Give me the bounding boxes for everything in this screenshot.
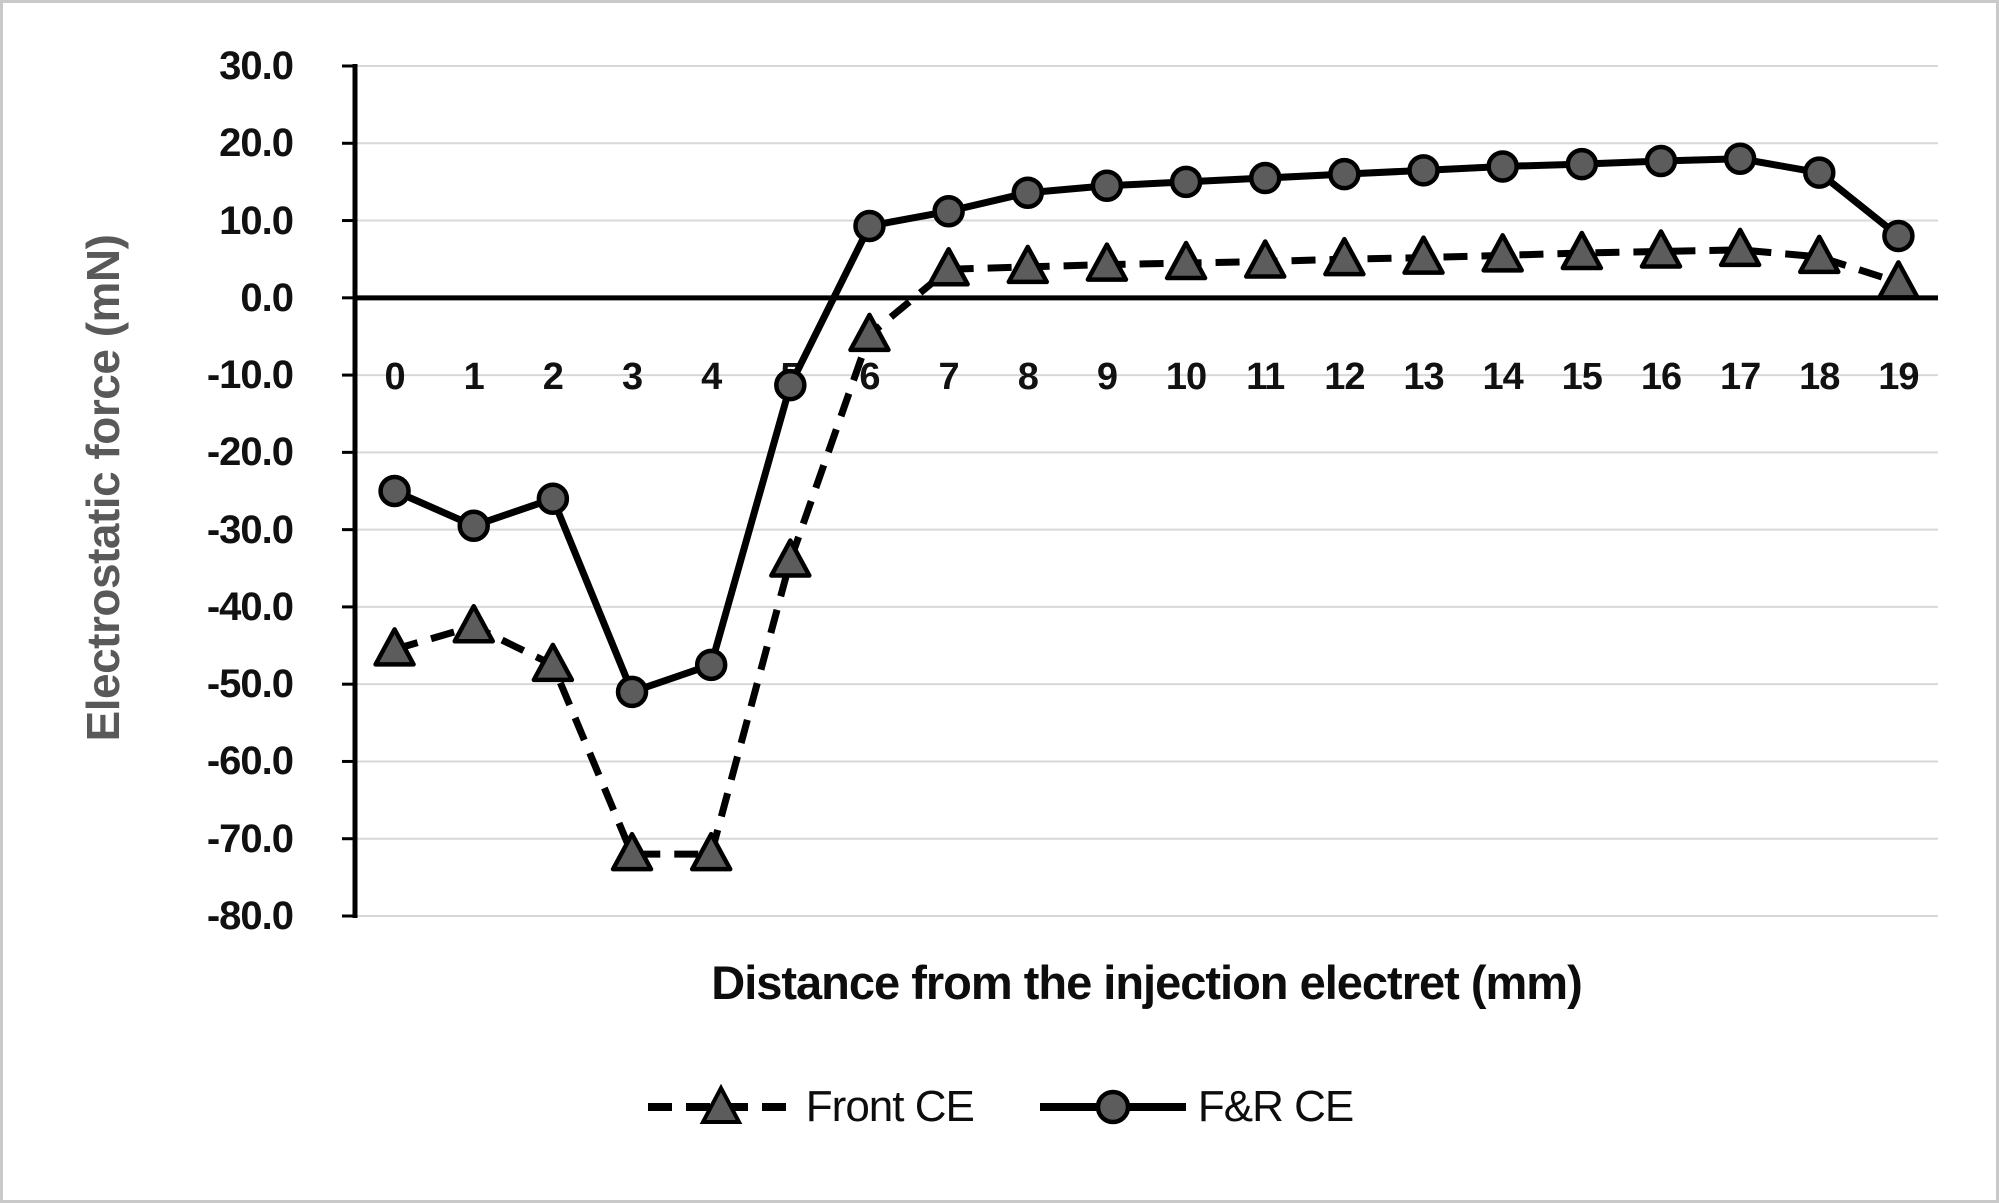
legend-item-fr-ce: F&R CE: [1038, 1081, 1354, 1133]
y-tick-label: 30.0: [219, 44, 294, 88]
marker-circle: [457, 509, 490, 543]
x-tick-label: 14: [1483, 356, 1524, 398]
x-tick-label: 9: [1097, 356, 1117, 398]
marker-triangle: [1243, 239, 1287, 279]
x-tick-label: 16: [1641, 356, 1681, 398]
y-tick-label: 0.0: [240, 275, 294, 320]
x-tick-label: 11: [1246, 356, 1285, 398]
x-axis-title: Distance from the injection electret (mm…: [711, 956, 1582, 1009]
legend-dashed-triangle-icon: [647, 1083, 794, 1124]
legend-label-front-ce: Front CE: [805, 1082, 975, 1131]
marker-triangle: [1560, 230, 1604, 271]
legend-solid-circle-icon: [1039, 1089, 1186, 1125]
marker-circle: [932, 195, 965, 228]
y-tick-label: -40.0: [206, 584, 294, 629]
marker-circle: [536, 482, 570, 515]
x-tick-label: 2: [543, 356, 563, 398]
marker-triangle: [689, 831, 733, 872]
marker-circle: [774, 368, 807, 402]
marker-triangle: [1006, 244, 1050, 285]
marker-triangle: [1323, 236, 1366, 277]
y-tick-label: -10.0: [206, 353, 294, 398]
chart-canvas: 012345678910111213141516171819: [342, 64, 1938, 918]
series-line-front-ce: [393, 246, 1900, 858]
legend-label-fr-ce: F&R CE: [1197, 1082, 1354, 1131]
x-tick-label: 12: [1324, 356, 1364, 398]
marker-circle: [1644, 144, 1678, 178]
y-tick-label: -30.0: [206, 507, 294, 552]
y-tick-label: -60.0: [206, 739, 294, 784]
marker-circle: [1407, 154, 1440, 187]
x-tick-label: 1: [464, 356, 485, 398]
marker-circle: [615, 675, 649, 709]
y-tick-label: -20.0: [206, 430, 294, 475]
y-tick-label: -80.0: [206, 894, 294, 938]
marker-triangle: [1877, 260, 1920, 300]
marker-circle: [1803, 156, 1836, 189]
x-tick-label: 15: [1562, 356, 1603, 398]
legend: Front CE F&R CE: [3, 1081, 1996, 1133]
y-tick-label: 10.0: [219, 198, 294, 243]
x-tick-label: 13: [1403, 356, 1443, 398]
legend-item-front-ce: Front CE: [646, 1081, 975, 1133]
y-tick-label: -50.0: [206, 662, 294, 707]
x-tick-label: 8: [1018, 356, 1038, 398]
marker-circle: [1328, 157, 1361, 191]
marker-triangle: [1402, 235, 1445, 275]
marker-circle: [1723, 142, 1757, 175]
marker-triangle: [1639, 229, 1683, 269]
marker-triangle: [531, 642, 575, 683]
marker-triangle: [848, 312, 891, 353]
marker-circle: [1090, 169, 1124, 203]
x-tick-label: 10: [1166, 356, 1206, 398]
marker-triangle: [610, 831, 654, 872]
marker-triangle: [1085, 242, 1129, 282]
marker-triangle: [1798, 234, 1841, 275]
x-tick-label: 6: [859, 356, 879, 398]
y-axis-title: Electrostatic force (mN): [77, 234, 129, 742]
marker-circle: [378, 474, 411, 508]
marker-circle: [853, 209, 886, 243]
marker-triangle: [452, 603, 495, 644]
marker-triangle: [1164, 240, 1208, 281]
marker-circle: [1486, 150, 1519, 183]
x-tick-label: 4: [701, 356, 722, 398]
series-line-fr-ce: [393, 155, 1901, 696]
marker-circle: [1882, 219, 1915, 253]
marker-triangle: [927, 246, 970, 287]
y-tick-label: 20.0: [219, 121, 294, 166]
marker-circle: [1011, 176, 1045, 209]
marker-triangle: [1718, 227, 1762, 268]
x-tick-label: 3: [622, 356, 642, 398]
x-tick-label: 19: [1878, 356, 1918, 398]
marker-triangle: [1481, 233, 1524, 273]
y-axis-tick-labels: 30.0 20.0 10.0 0.0 -10.0 -20.0 -30.0 -40.0 -50.0…: [3, 3, 294, 1200]
marker-circle: [694, 648, 728, 682]
x-tick-label: 0: [385, 356, 405, 398]
marker-circle: [1565, 147, 1599, 181]
x-tick-label: 17: [1720, 356, 1760, 398]
marker-circle: [1169, 165, 1203, 199]
x-tick-label: 18: [1799, 356, 1839, 398]
y-tick-label: -70.0: [206, 816, 294, 861]
marker-triangle: [769, 538, 812, 578]
x-tick-label: 7: [939, 356, 959, 398]
marker-triangle: [373, 627, 416, 667]
marker-circle: [1248, 161, 1282, 195]
